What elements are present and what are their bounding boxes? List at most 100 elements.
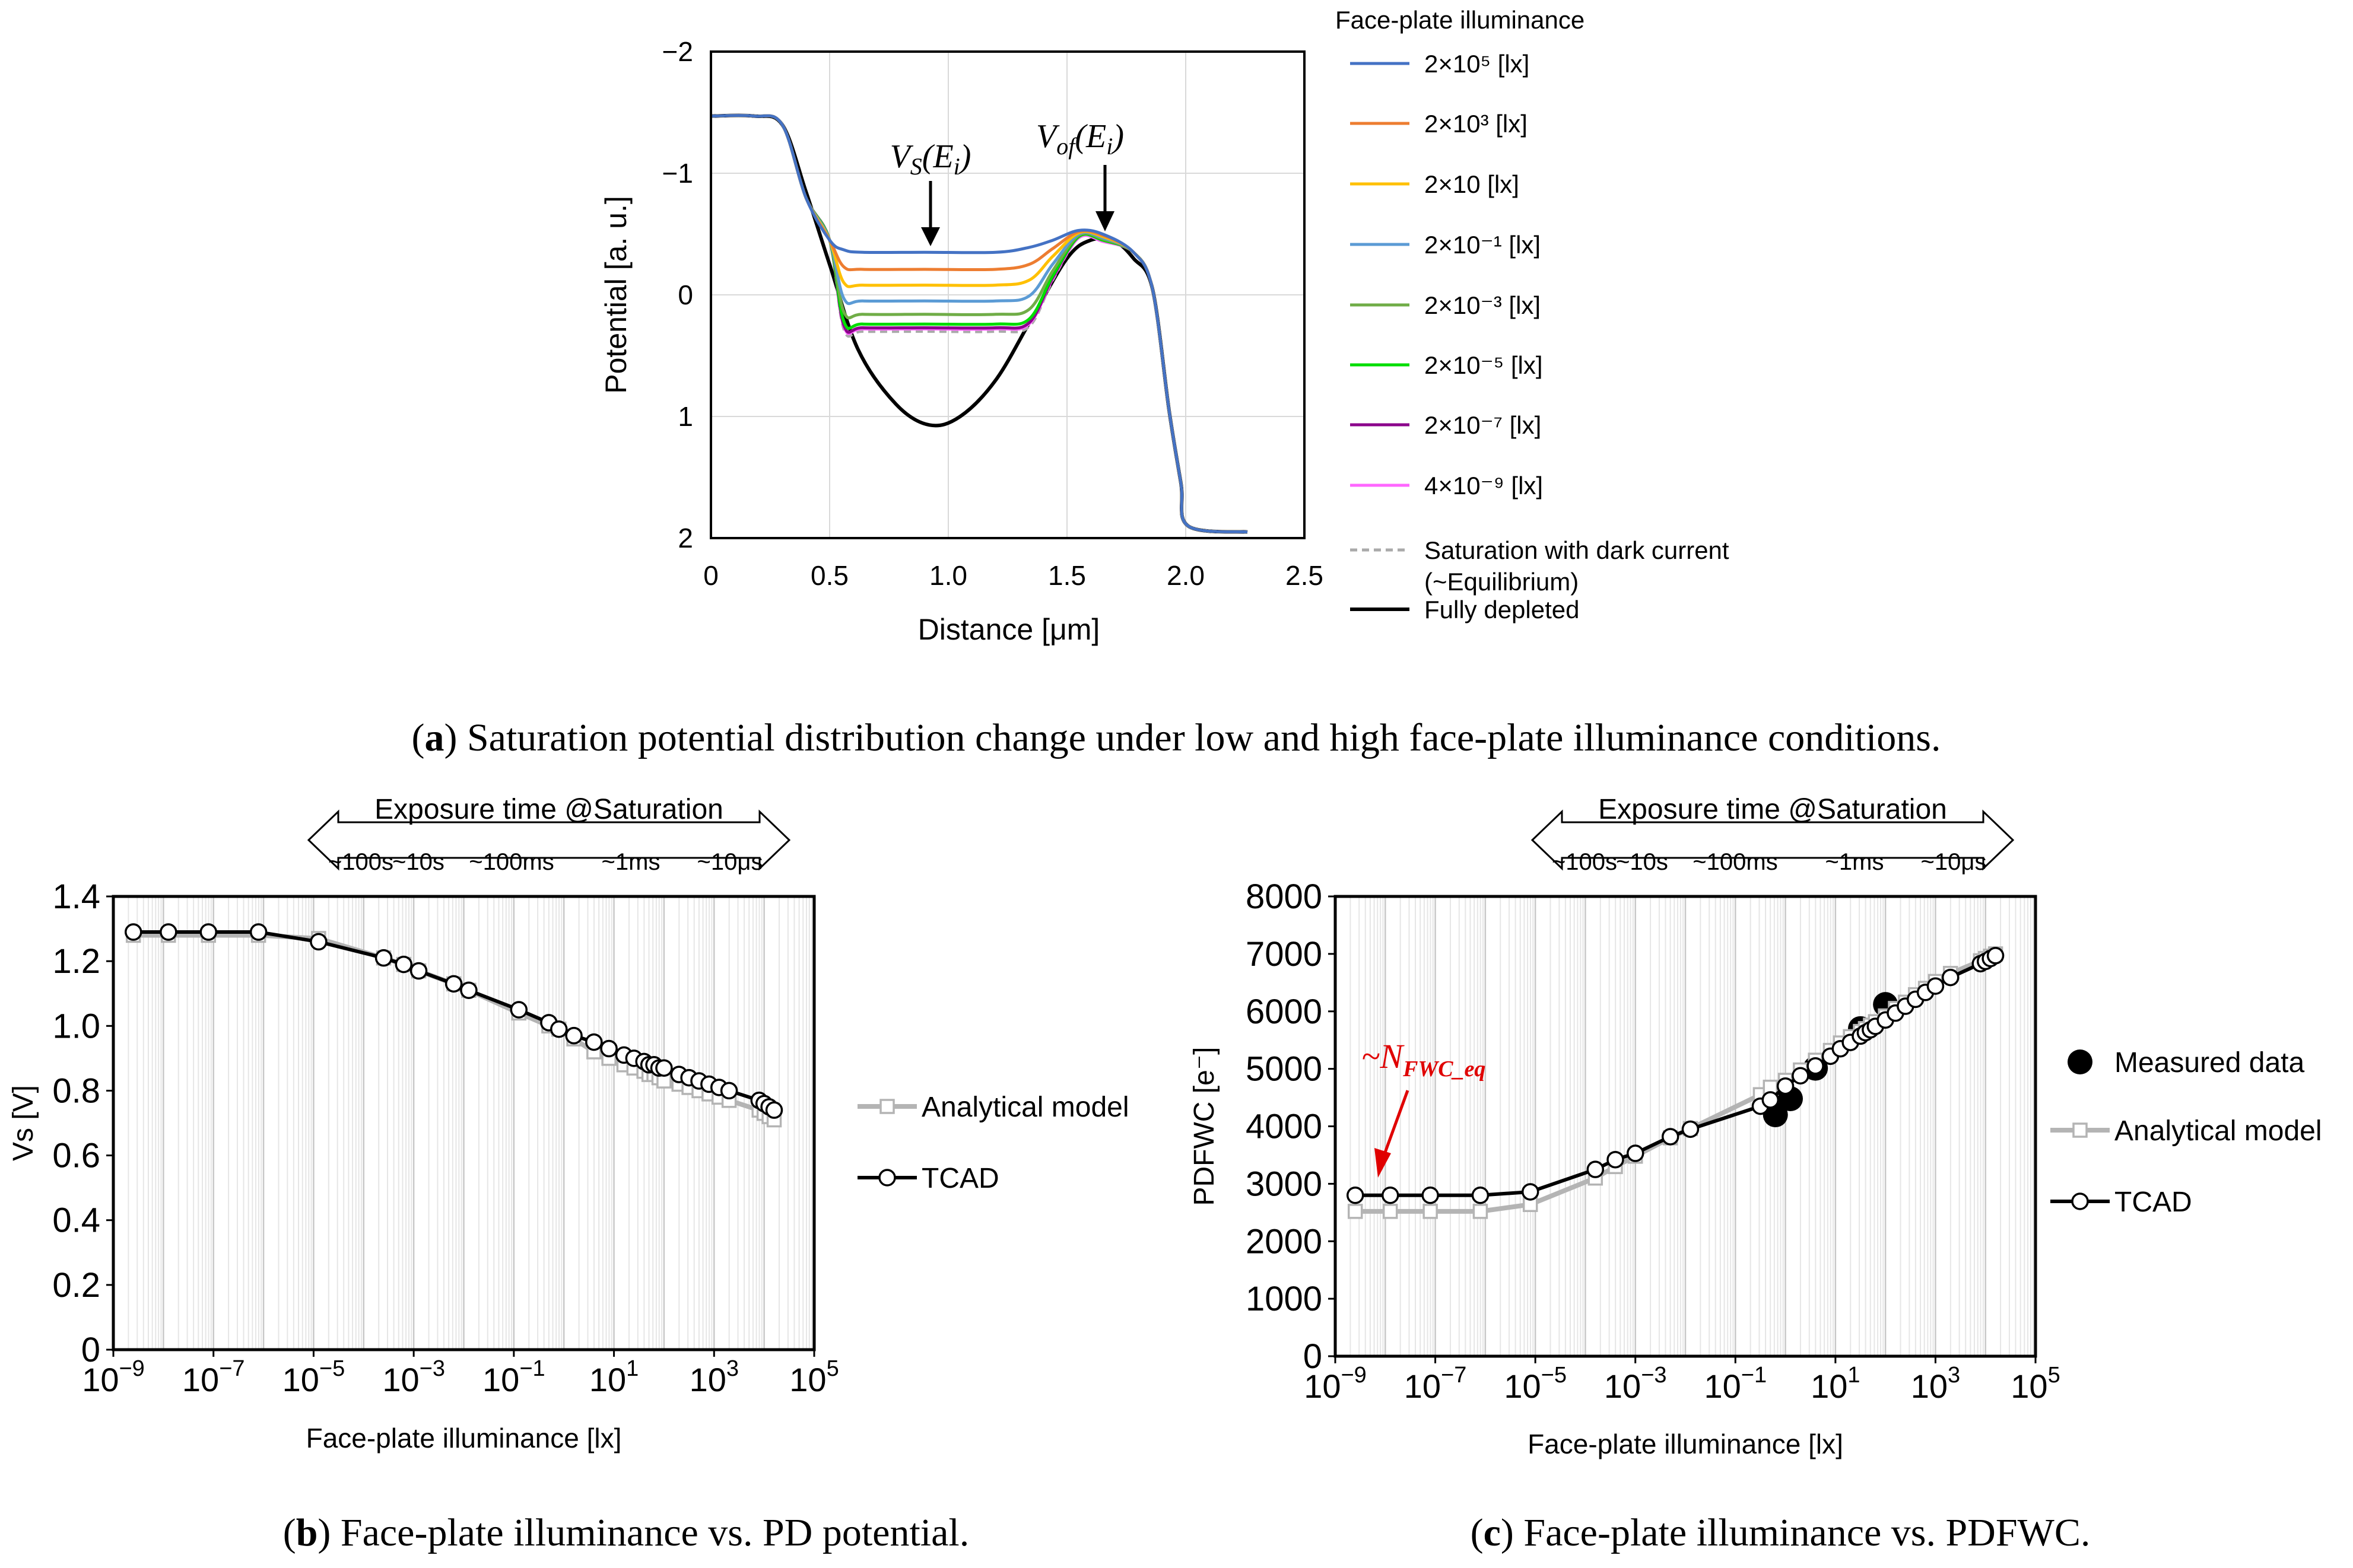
exposure-tick-label: ~100s [328,849,393,875]
y-tick-label: 3000 [1246,1165,1322,1203]
x-tick-label: 10−3 [382,1356,445,1398]
x-tick-label: 101 [1811,1363,1860,1405]
exposure-arrow [1530,809,2015,871]
legend-label: 2×10⁻¹ [lx] [1424,231,1541,259]
annotation-arrow-head [921,227,940,246]
plot-frame [112,895,816,1351]
x-tick-label: 103 [1911,1363,1960,1405]
exposure-tick-label: ~100ms [469,849,554,875]
series-line-5 [710,114,1248,534]
data-point [409,962,428,980]
x-tick-label: 0 [703,560,719,591]
legend-label: 2×10 [lx] [1424,170,1519,198]
data-point [1806,1057,1824,1075]
data-point [1681,1120,1700,1138]
y-tick-label: 8000 [1246,877,1322,916]
data-point [395,955,413,974]
exposure-arrow [307,809,791,871]
x-axis-label: Distance [μm] [918,613,1100,646]
y-tick-label: 7000 [1246,935,1322,974]
annotation-arrow-head [1095,211,1114,231]
data-point [655,1059,673,1077]
legend-label: 4×10⁻⁹ [lx] [1424,472,1543,500]
data-point [510,1001,528,1019]
x-tick-label: 105 [789,1356,839,1398]
caption-a: (a) Saturation potential distribution ch… [412,716,1941,759]
x-tick-label: 10−3 [1604,1363,1667,1405]
x-tick-label: 10−7 [1404,1363,1467,1405]
exposure-tick-label: ~10μs [697,849,763,875]
legend-label: (~Equilibrium) [1424,568,1579,596]
exposure-tick-label: ~10μs [1921,849,1987,875]
y-tick-label: 4000 [1246,1108,1322,1146]
x-tick-label: 10−1 [482,1356,545,1398]
x-tick-label: 2.5 [1285,560,1323,591]
x-tick-label: 105 [2011,1363,2060,1405]
legend-title: Face-plate illuminance [1335,6,1584,34]
y-tick-label: 2 [678,523,693,554]
exposure-tick-label: ~1ms [602,849,661,875]
legend-marker [879,1099,895,1114]
data-point [1761,1091,1780,1109]
data-point [124,923,142,941]
exposure-label: Exposure time @Saturation [374,794,723,825]
legend-label: 2×10⁵ [lx] [1424,50,1529,78]
legend-label: 2×10³ [lx] [1424,110,1528,138]
data-point [1606,1150,1624,1169]
y-tick-label: 0.8 [52,1071,100,1110]
legend-marker [2072,1122,2088,1138]
data-point [1421,1187,1439,1204]
y-tick-label: 6000 [1246,993,1322,1031]
x-tick-label: 10−7 [182,1356,245,1398]
panel-a-chart: 0 0.5 1.0 1.5 2.0 2.5 −2 −1 0 1 2 Distance [μm] Pote… [599,6,1729,646]
data-point [1422,1204,1438,1219]
legend-label: Fully depleted [1424,596,1580,624]
legend-label: Saturation with dark current [1424,536,1729,564]
x-tick-label: 103 [690,1356,739,1398]
x-tick-label: 1.0 [929,560,967,591]
y-axis-label: PDFWC [e⁻] [1189,1047,1220,1206]
data-point [765,1101,783,1119]
data-point [1926,977,1945,995]
data-point [1661,1128,1679,1146]
y-tick-label: 1000 [1246,1280,1322,1318]
x-tick-label: 1.5 [1048,560,1086,591]
data-point [1347,1204,1363,1219]
plot-frame [710,50,1306,539]
exposure-tick-label: ~10s [392,849,444,875]
y-tick-label: 0.6 [52,1137,100,1175]
exposure-tick-label: ~10s [1616,849,1668,875]
legend-label: TCAD [2114,1187,2192,1218]
legend-label: TCAD [922,1163,999,1194]
y-axis-label: Potential [a. u.] [599,196,633,394]
data-point [1472,1204,1488,1219]
caption-c: (c) Face-plate illuminance vs. PDFWC. [1471,1511,2091,1554]
y-tick-label: 1.2 [52,942,100,981]
y-tick-label: 2000 [1246,1222,1322,1261]
y-tick-label: −2 [662,36,693,67]
x-tick-label: 10−9 [82,1356,145,1398]
y-tick-label: 0 [678,279,693,310]
y-tick-label: 0 [1303,1337,1322,1376]
annotation-vof: Vof(Ei) [1036,118,1124,160]
data-point [199,923,218,941]
legend-label: Measured data [2114,1047,2305,1079]
data-point [585,1033,603,1051]
exposure-tick-label: ~1ms [1825,849,1884,875]
data-point [1986,947,2005,965]
legend-marker [2068,1049,2092,1074]
data-point [1776,1077,1795,1095]
x-tick-label: 2.0 [1167,560,1205,591]
data-point [444,975,463,993]
data-point [1521,1183,1539,1201]
legend-label: Analytical model [922,1092,1129,1123]
panel-c-chart: Exposure time @Saturation ~100s~10s ~100ms… [1189,794,2322,1459]
legend-label: 2×10⁻³ [lx] [1424,291,1541,319]
data-point [460,981,478,1000]
annotation-nfwc-eq: ~NFWC_eq [1361,1037,1485,1082]
exposure-tick-label: ~100ms [1692,849,1777,875]
x-axis-label: Face-plate illuminance [lx] [306,1423,622,1453]
data-point [565,1026,583,1045]
y-tick-label: 5000 [1246,1050,1322,1089]
